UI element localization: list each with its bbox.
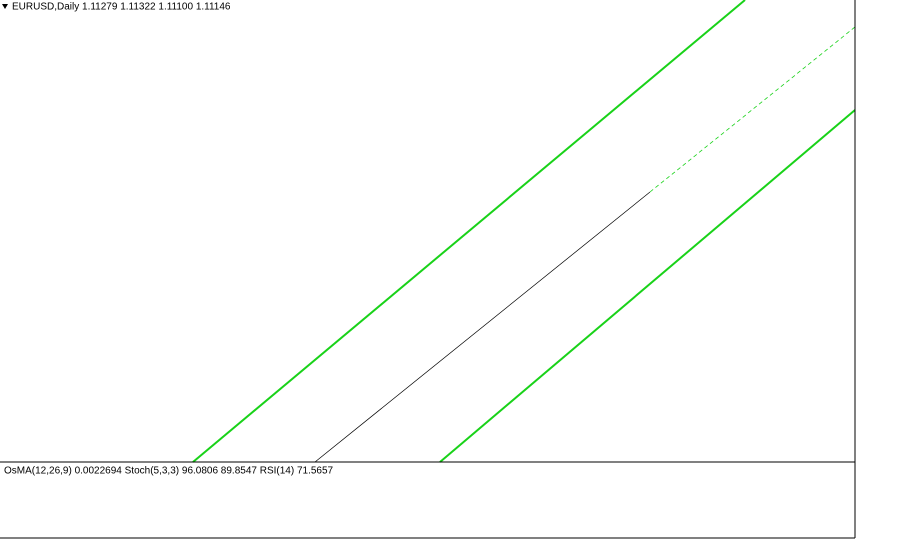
menu-icon bbox=[2, 4, 8, 9]
chart-title: EURUSD,Daily 1.11279 1.11322 1.11100 1.1… bbox=[12, 2, 231, 13]
channel-line bbox=[192, 0, 746, 463]
indicator-title: OsMA(12,26,9) 0.0022694 Stoch(5,3,3) 96.… bbox=[4, 466, 334, 477]
trend-line bbox=[314, 191, 651, 463]
channel-line bbox=[439, 109, 856, 463]
trend-line bbox=[649, 26, 856, 193]
